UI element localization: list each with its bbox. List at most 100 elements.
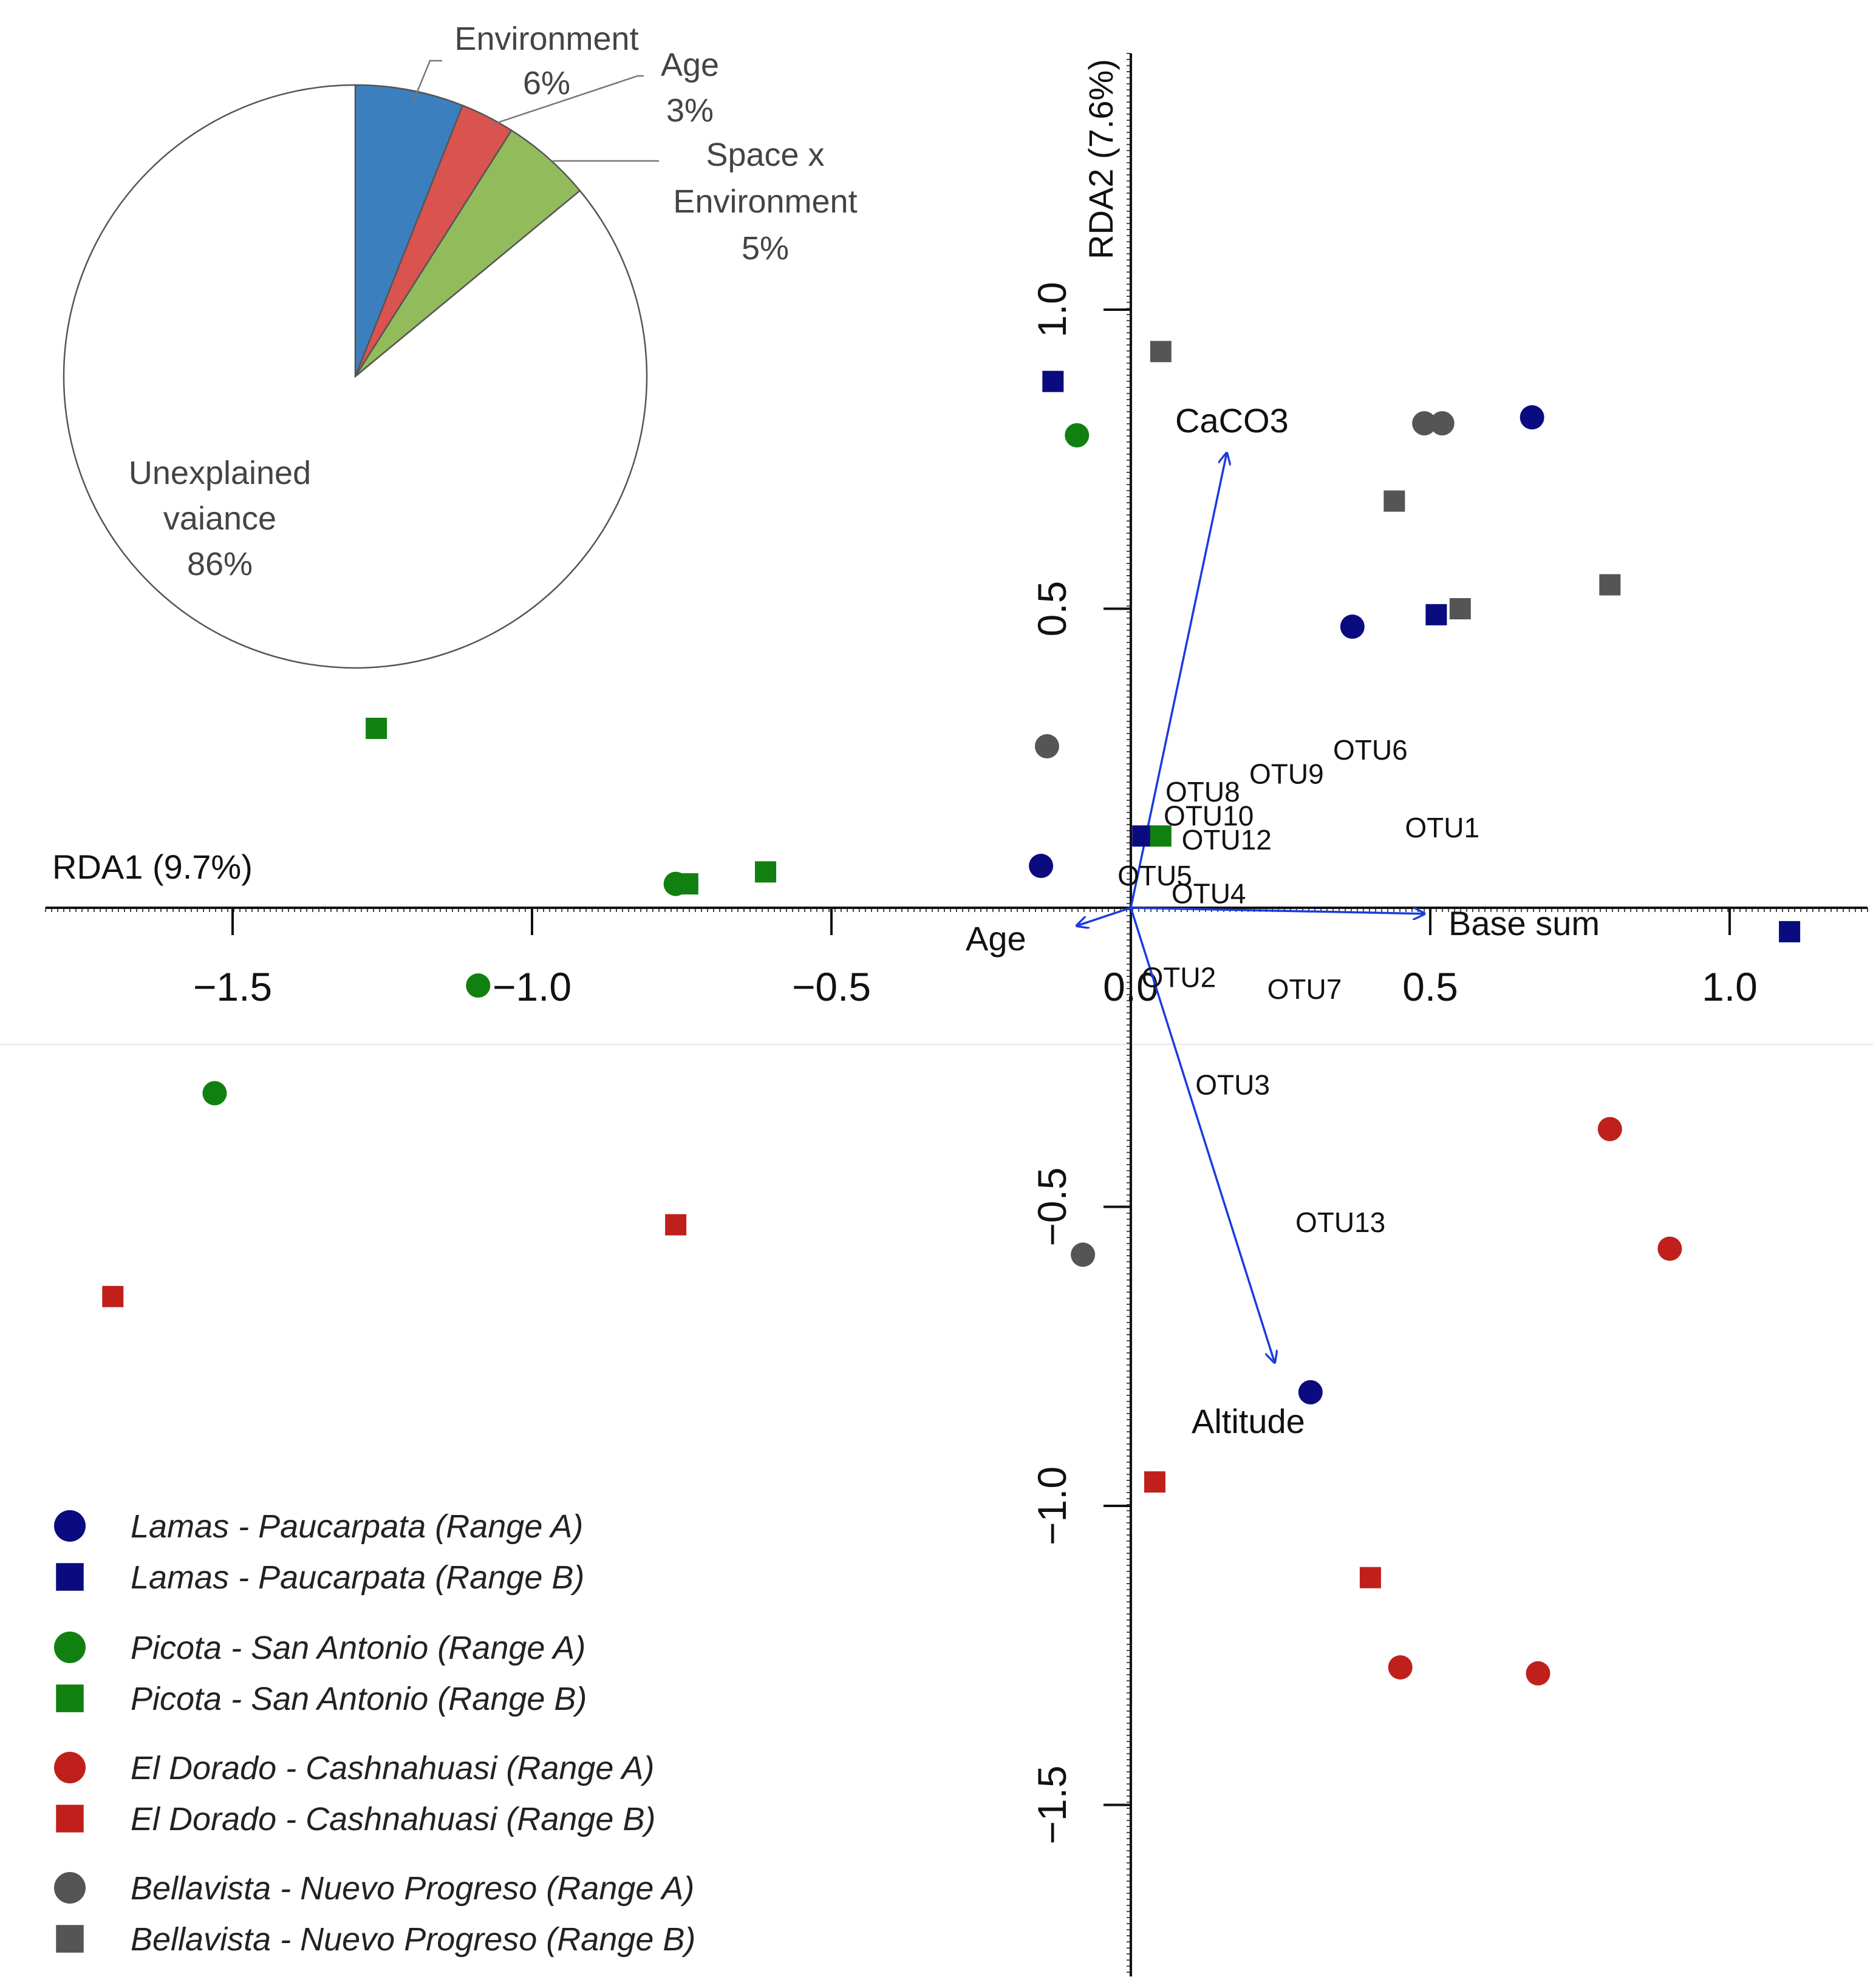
point-dorado-range-b (102, 1285, 124, 1307)
vector-label: Base sum (1448, 904, 1600, 942)
x-tick-label: 0.0 (1103, 964, 1159, 1009)
pie-leader-line (491, 75, 644, 126)
legend-marker (54, 1510, 86, 1542)
point-picota-range-a (466, 973, 491, 998)
point-picota-range-a (1065, 423, 1090, 448)
point-dorado-range-a (1388, 1655, 1413, 1680)
pie-label: Environment (454, 21, 638, 57)
point-dorado-range-a (1597, 1117, 1622, 1142)
point-bellavista-range-a (1412, 411, 1437, 436)
pie-slice (63, 84, 648, 669)
point-lamas-range-a (1340, 614, 1365, 639)
x-tick-label: 0.5 (1402, 964, 1458, 1009)
environmental-vectors: CaCO3 Base sum Age Altitude (966, 401, 1600, 1440)
point-lamas-range-a (1298, 1380, 1323, 1404)
y-axis-title: RDA2 (7.6%) (1082, 59, 1120, 259)
point-bellavista-range-a (1071, 1242, 1096, 1267)
vector-arrow (1130, 907, 1275, 1363)
pie-label: Environment (673, 183, 857, 220)
point-bellavista-range-b (1383, 490, 1405, 512)
legend: Lamas - Paucarpata (Range A) Lamas - Pauc… (54, 1508, 695, 1958)
x-tick-label: −1.5 (193, 964, 272, 1009)
y-tick-label: 1.0 (1029, 282, 1074, 338)
pie-leader-line (412, 60, 442, 103)
pie-label: 86% (187, 546, 253, 582)
pie-label: 3% (666, 92, 714, 129)
legend-label: Lamas - Paucarpata (Range B) (131, 1559, 584, 1596)
point-lamas-range-a (1029, 854, 1054, 879)
point-dorado-range-a (1657, 1236, 1682, 1261)
y-tick-label: −0.5 (1029, 1167, 1074, 1246)
vector-arrow (1130, 907, 1424, 914)
pie-label: Age (661, 47, 719, 83)
point-lamas-range-b (1425, 604, 1447, 625)
point-bellavista-range-a (1430, 411, 1455, 436)
legend-marker (56, 1684, 84, 1712)
vector-label: Altitude (1192, 1402, 1305, 1440)
legend-marker (56, 1805, 84, 1833)
otu-label: OTU4 (1172, 877, 1246, 909)
pie-slice (354, 129, 581, 377)
variance-partition-pie: Environment 6% Age 3% Space x Environment 5% Un… (63, 21, 858, 669)
point-bellavista-range-b (1449, 598, 1471, 619)
legend-label: Lamas - Paucarpata (Range A) (131, 1508, 583, 1545)
point-lamas-range-b (1042, 370, 1064, 392)
vector-arrow (1077, 907, 1131, 926)
legend-label: Picota - San Antonio (Range B) (131, 1681, 587, 1717)
legend-marker (56, 1925, 84, 1953)
otu-label: OTU13 (1295, 1207, 1385, 1238)
legend-marker (56, 1563, 84, 1591)
y-tick-label: 0.5 (1029, 581, 1074, 637)
point-picota-range-b (1150, 825, 1172, 847)
legend-label: Bellavista - Nuevo Progreso (Range B) (131, 1921, 695, 1958)
otu-label: OTU10 (1164, 800, 1254, 831)
pie-label: Space x (706, 137, 824, 173)
point-lamas-range-b (1132, 825, 1154, 847)
legend-label: El Dorado - Cashnahuasi (Range A) (131, 1750, 654, 1786)
legend-label: Picota - San Antonio (Range A) (131, 1630, 585, 1666)
x-tick-label: 1.0 (1702, 964, 1758, 1009)
pie-label: vaiance (163, 500, 276, 537)
point-lamas-range-a (1520, 405, 1544, 430)
pie-slice (354, 84, 464, 377)
x-tick-label: −1.0 (493, 964, 571, 1009)
point-lamas-range-b (1779, 921, 1801, 942)
point-picota-range-a (202, 1081, 227, 1106)
legend-label: El Dorado - Cashnahuasi (Range B) (131, 1801, 655, 1837)
otu-label: OTU12 (1182, 824, 1272, 856)
pie-label: 6% (523, 65, 570, 101)
legend-marker (54, 1752, 86, 1783)
point-picota-range-b (366, 718, 387, 739)
otu-label: OTU6 (1333, 734, 1408, 766)
point-dorado-range-b (665, 1214, 687, 1236)
point-picota-range-b (755, 861, 777, 883)
otu-label: OTU5 (1117, 860, 1192, 891)
otu-label: OTU2 (1142, 961, 1216, 993)
y-tick-label: −1.0 (1029, 1466, 1074, 1545)
point-dorado-range-b (1359, 1567, 1381, 1588)
point-dorado-range-b (1144, 1471, 1165, 1493)
vector-label: Age (966, 919, 1026, 958)
otu-label: OTU1 (1405, 812, 1479, 843)
vector-label: CaCO3 (1175, 401, 1289, 440)
x-axis-title: RDA1 (9.7%) (52, 848, 253, 886)
legend-marker (54, 1632, 86, 1663)
otu-label: OTU3 (1195, 1069, 1270, 1101)
point-bellavista-range-a (1034, 734, 1059, 759)
point-bellavista-range-b (1599, 574, 1621, 596)
point-bellavista-range-b (1150, 341, 1172, 363)
x-tick-label: −0.5 (792, 964, 871, 1009)
otu-label: OTU7 (1267, 973, 1342, 1005)
point-picota-range-b (677, 873, 698, 895)
legend-marker (54, 1872, 86, 1904)
pie-label: Unexplained (129, 455, 311, 491)
legend-label: Bellavista - Nuevo Progreso (Range A) (131, 1870, 694, 1907)
otu-label: OTU8 (1165, 776, 1240, 808)
sample-points (102, 341, 1801, 1686)
plot-axes: −1.5 −1.0 −0.5 0.0 0.5 1.0−1.5−1.0−0.50.51.0R… (45, 53, 1868, 1976)
point-dorado-range-a (1526, 1661, 1551, 1686)
pie-label: 5% (742, 230, 789, 267)
y-tick-label: −1.5 (1029, 1765, 1074, 1844)
